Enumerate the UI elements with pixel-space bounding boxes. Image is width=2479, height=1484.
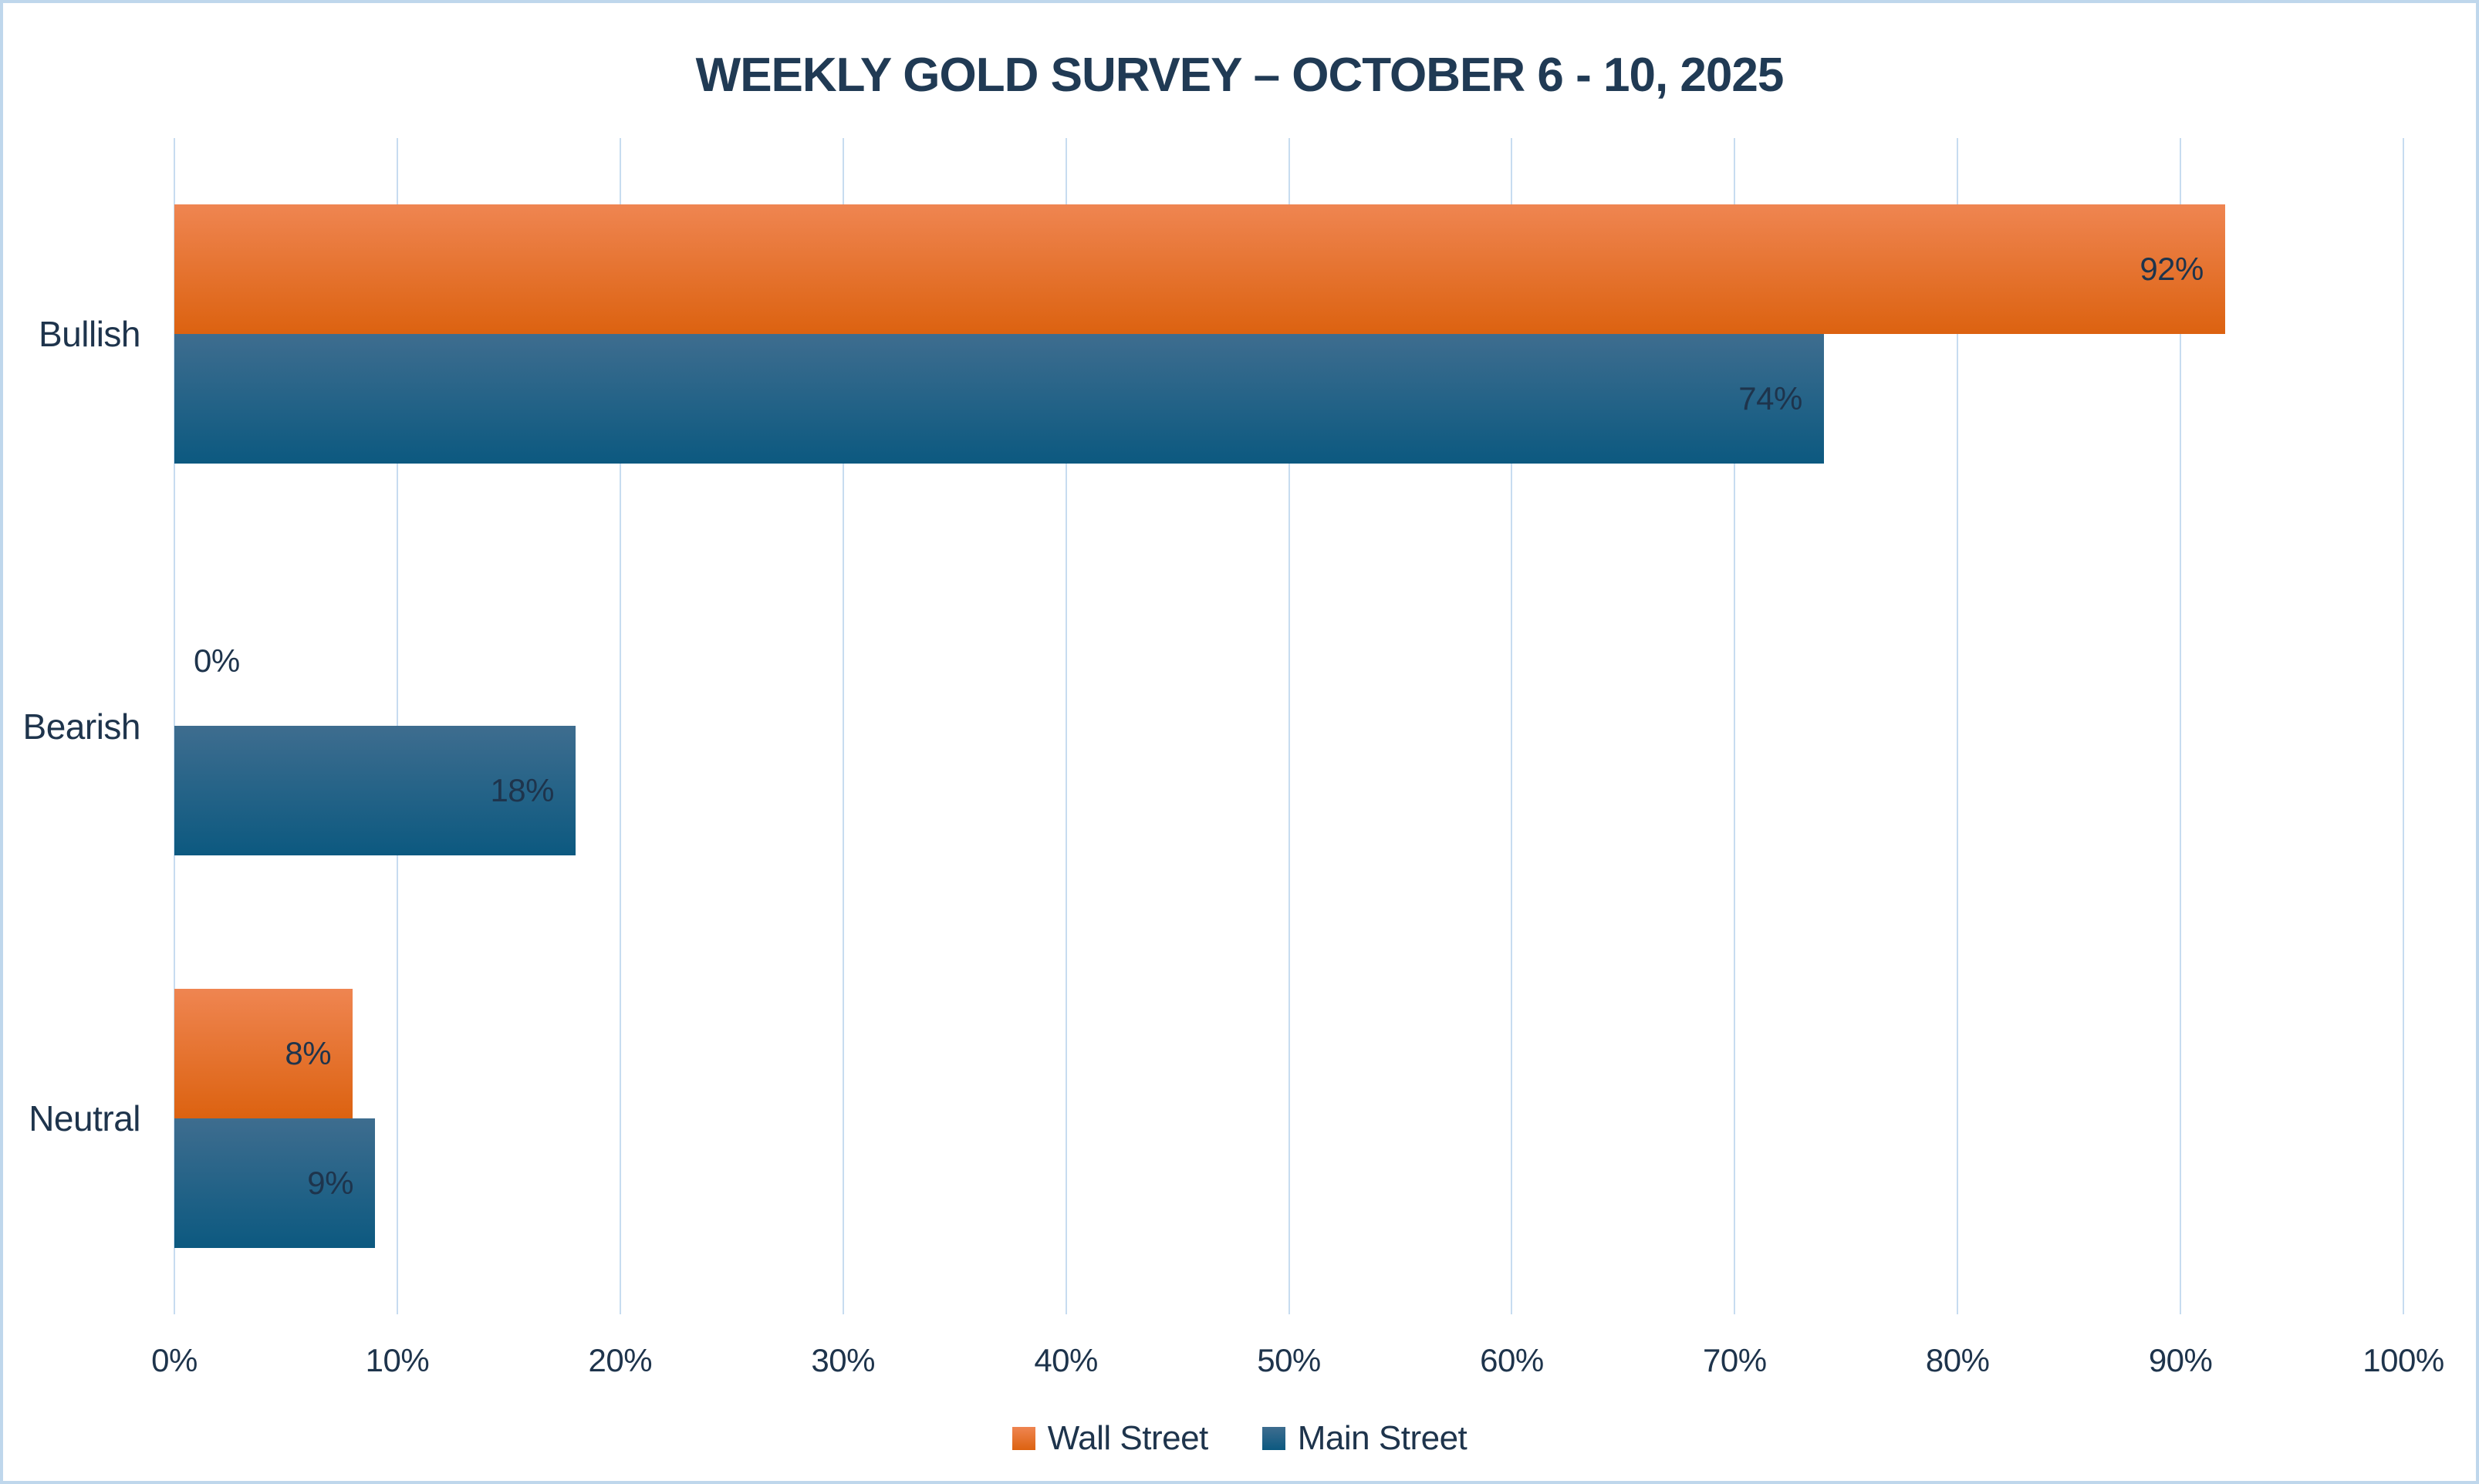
legend-label-wall-street: Wall Street [1047,1419,1209,1457]
gridline-20 [619,138,621,1314]
legend-item-wall-street: Wall Street [1012,1419,1208,1458]
data-label-wall-street-neutral: 8% [285,1034,332,1071]
x-tick-label-60: 60% [1480,1342,1544,1378]
legend-label-main-street: Main Street [1297,1419,1467,1457]
data-label-main-street-bearish: 18% [490,772,555,809]
x-tick-label-20: 20% [588,1342,653,1378]
gridline-60 [1511,138,1513,1314]
x-tick-label-90: 90% [2148,1342,2213,1378]
gridline-90 [2180,138,2182,1314]
x-tick-label-50: 50% [1257,1342,1321,1378]
x-tick-label-0: 0% [151,1342,198,1378]
x-tick-label-100: 100% [2362,1342,2444,1378]
gridline-70 [1734,138,1736,1314]
category-label-bearish: Bearish [22,706,141,747]
bar-main-street-bearish [174,726,576,856]
x-tick-label-30: 30% [811,1342,875,1378]
x-tick-label-40: 40% [1034,1342,1098,1378]
x-tick-label-80: 80% [1925,1342,1990,1378]
gridline-50 [1288,138,1290,1314]
bar-main-street-bullish [174,334,1824,464]
legend: Wall Street Main Street [3,1419,2476,1458]
chart-title: WEEKLY GOLD SURVEY – OCTOBER 6 - 10, 202… [695,49,1785,102]
legend-item-main-street: Main Street [1261,1419,1467,1458]
legend-swatch-main-street [1261,1427,1285,1450]
bar-wall-street-bullish [174,204,2225,334]
category-label-neutral: Neutral [29,1098,140,1138]
bar-main-street-neutral [174,1118,375,1248]
x-tick-label-70: 70% [1703,1342,1767,1378]
gridline-100 [2403,138,2404,1314]
data-label-main-street-neutral: 9% [307,1164,353,1201]
bar-wall-street-neutral [174,988,353,1118]
data-label-main-street-bullish: 74% [1738,380,1802,417]
gridline-80 [1957,138,1959,1314]
category-label-bullish: Bullish [38,314,141,355]
gridline-40 [1065,138,1067,1314]
x-tick-label-10: 10% [365,1342,430,1378]
legend-swatch-wall-street [1012,1427,1035,1450]
data-label-wall-street-bearish: 0% [194,643,240,680]
data-label-wall-street-bullish: 92% [2140,251,2204,287]
gridline-30 [842,138,844,1314]
